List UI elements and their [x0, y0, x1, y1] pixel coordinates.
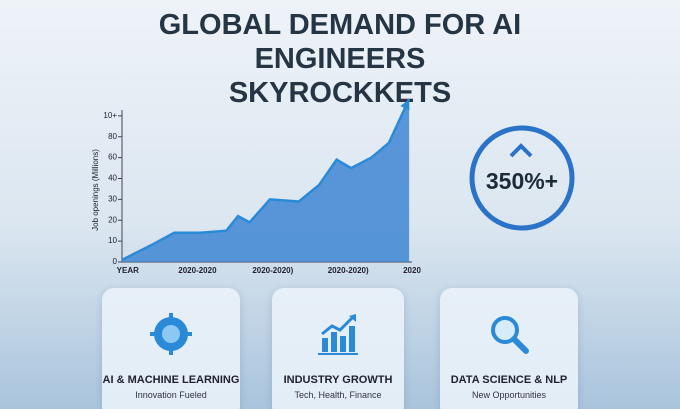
- chart-title: GLOBAL DEMAND FOR AI ENGINEERS SKYROCKKE…: [158, 9, 522, 109]
- x-tick-label: 2020-2020): [328, 266, 369, 275]
- icon-growth: [318, 314, 358, 355]
- card-title: DATA SCIENCE & NLP: [450, 374, 568, 386]
- y-tick-label: 60: [108, 153, 117, 162]
- card-subtitle: New Opportunities: [471, 390, 547, 400]
- area: [122, 99, 410, 262]
- card: AI & MACHINE LEARNING Innovation Fueled: [102, 288, 240, 409]
- x-tick-label: 2020-2020: [178, 266, 217, 275]
- x-tick-label: YEAR: [117, 266, 139, 275]
- x-tick-label: 2020: [403, 266, 421, 275]
- y-tick-label: 10+: [103, 111, 117, 120]
- card-subtitle: Tech, Health, Finance: [294, 390, 382, 400]
- y-axis-label: Job openings (Millions): [91, 149, 100, 231]
- chart: Job openings (Millions) 350%+ 0 10 20 30 40 6…: [91, 98, 575, 275]
- icon-search: [491, 316, 529, 354]
- y-tick-label: 0: [113, 257, 118, 266]
- y-tick-label: 80: [108, 132, 117, 141]
- card-title: AI & MACHINE LEARNING: [102, 374, 240, 386]
- arrow-head: [400, 99, 410, 111]
- y-tick-label: 10: [108, 236, 117, 245]
- y-tick-label: 40: [108, 174, 117, 183]
- icon-brain: [150, 313, 192, 355]
- badge-caret: [509, 143, 533, 158]
- card-title: INDUSTRY GROWTH: [283, 374, 393, 386]
- badge-ring: [469, 125, 575, 231]
- x-tick-label: 2020-2020): [252, 266, 293, 275]
- card: INDUSTRY GROWTH Tech, Health, Finance: [272, 288, 404, 409]
- y-tick-label: 20: [108, 215, 117, 224]
- card: DATA SCIENCE & NLP New Opportunities: [440, 288, 578, 409]
- y-tick-label: 30: [108, 194, 117, 203]
- card-subtitle: Innovation Fueled: [135, 390, 207, 400]
- badge-text: 350%+: [486, 168, 558, 194]
- area-line: [121, 98, 411, 262]
